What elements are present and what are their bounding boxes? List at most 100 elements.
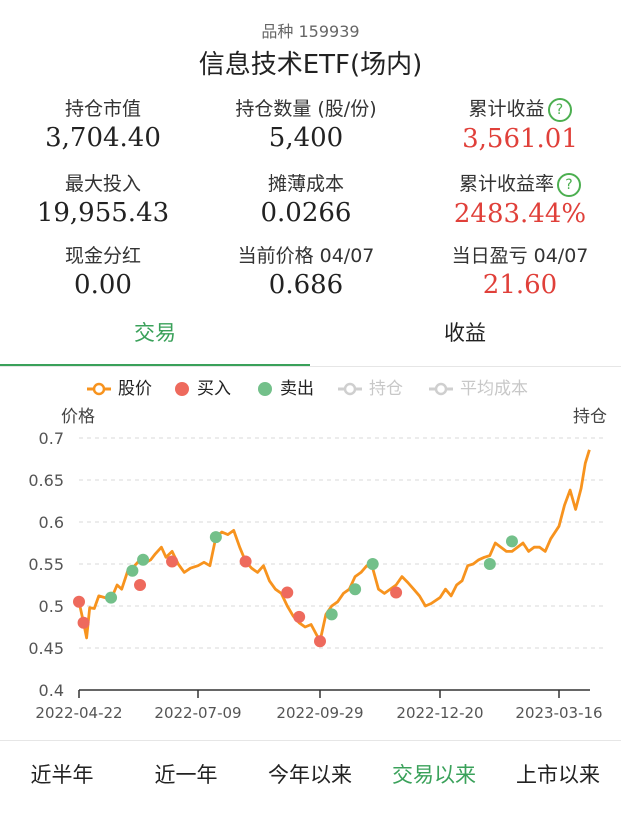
stat-value: 5,400 [268, 123, 344, 153]
range-since-trade[interactable]: 交易以来 [392, 763, 476, 787]
stat-label-text: 持仓数量 (股/份) [235, 98, 377, 120]
buy-point [293, 610, 306, 623]
legend-label: 股价 [118, 379, 152, 399]
stat-label-text: 最大投入 [64, 173, 141, 195]
legend-sell[interactable]: 卖出 [256, 375, 314, 403]
buy-point [166, 555, 179, 568]
stat-label: 累计收益率? [420, 169, 620, 197]
stat-value: 3,704.40 [45, 123, 161, 153]
legend-line-icon [87, 382, 111, 396]
stat-label-text: 摊薄成本 [267, 173, 344, 195]
y2-axis-label: 持仓 [573, 407, 607, 427]
sell-point [137, 553, 150, 566]
legend-label: 平均成本 [460, 379, 528, 399]
range-half-year[interactable]: 近半年 [30, 763, 94, 787]
legend-label: 买入 [197, 379, 231, 399]
range-ytd[interactable]: 今年以来 [268, 763, 352, 787]
y-tick-label: 0.4 [39, 681, 64, 700]
stat-label: 当前价格 04/07 [206, 241, 406, 268]
stat-total-profit: 累计收益? 3,561.01 [420, 94, 620, 154]
legend-price[interactable]: 股价 [86, 375, 152, 403]
price-chart: 0.7 0.65 0.6 0.55 0.5 0.45 0.4 价格 持仓 2022-04-22 20… [28, 407, 607, 722]
price-line [77, 449, 591, 643]
stat-total-return-rate: 累计收益率? 2483.44% [420, 169, 620, 229]
stat-daily-pnl: 当日盈亏 04/07 21.60 [420, 241, 620, 300]
sell-point [349, 583, 362, 596]
stat-position-quantity: 持仓数量 (股/份) 5,400 [206, 94, 406, 153]
chart-legend: 股价 买入 卖出 持仓 平均成本 [0, 375, 621, 403]
stat-value: 2483.44% [453, 198, 587, 229]
tab-divider [0, 366, 621, 367]
fund-name: 信息技术ETF(场内) [198, 50, 423, 80]
stat-label-text: 当日盈亏 04/07 [451, 245, 589, 267]
sell-point [209, 531, 222, 544]
fund-code: 品种 159939 [261, 22, 360, 41]
sell-point [325, 608, 338, 621]
y-tick-label: 0.45 [28, 639, 64, 658]
stat-position-value: 持仓市值 3,704.40 [3, 94, 203, 153]
stat-value: 3,561.01 [462, 123, 578, 154]
legend-buy[interactable]: 买入 [173, 375, 231, 403]
help-icon[interactable]: ? [547, 97, 572, 122]
sell-point [505, 535, 518, 548]
stat-label: 现金分红 [3, 241, 203, 268]
stat-value: 19,955.43 [36, 198, 170, 228]
stat-label: 摊薄成本 [206, 169, 406, 196]
stat-label-text: 现金分红 [64, 245, 141, 267]
tab-trade[interactable]: 交易 [134, 321, 176, 345]
stat-value: 0.686 [268, 270, 344, 300]
x-tick-label: 2022-09-29 [276, 704, 363, 722]
stat-label: 最大投入 [3, 169, 203, 196]
tab-earnings[interactable]: 收益 [444, 321, 486, 345]
buy-point [281, 586, 294, 599]
sell-point [366, 558, 379, 570]
stat-value: 0.00 [74, 270, 132, 300]
stat-value: 0.0266 [260, 198, 352, 228]
legend-avg-cost[interactable]: 平均成本 [428, 375, 528, 403]
legend-line-icon [429, 382, 453, 396]
tab-bar: 交易 收益 [0, 312, 621, 367]
y-tick-label: 0.5 [39, 597, 64, 616]
stat-max-investment: 最大投入 19,955.43 [3, 169, 203, 228]
buy-point [77, 616, 90, 629]
stat-label: 持仓市值 [3, 94, 203, 121]
stat-label-text: 当前价格 04/07 [237, 245, 375, 267]
stat-label: 持仓数量 (股/份) [206, 94, 406, 121]
stat-diluted-cost: 摊薄成本 0.0266 [206, 169, 406, 228]
buy-point [239, 555, 252, 568]
stat-label-text: 持仓市值 [64, 98, 141, 120]
sell-point [105, 591, 118, 604]
x-tick-label: 2022-07-09 [154, 704, 241, 722]
stat-label-text: 累计收益 [468, 98, 545, 120]
buy-point [314, 635, 326, 648]
legend-label: 卖出 [280, 379, 314, 399]
legend-label: 持仓 [369, 379, 403, 399]
legend-holding[interactable]: 持仓 [337, 375, 403, 403]
stat-label-text: 累计收益率 [458, 173, 554, 195]
stat-cash-dividend: 现金分红 0.00 [3, 241, 203, 300]
buy-point [73, 595, 85, 608]
y-tick-label: 0.7 [39, 429, 64, 448]
x-tick-label: 2022-04-22 [35, 704, 122, 722]
legend-dot-icon [175, 382, 189, 396]
range-selector: 近半年 近一年 今年以来 交易以来 上市以来 [0, 740, 621, 815]
sell-point [126, 564, 139, 577]
buy-point [134, 579, 147, 591]
stat-current-price: 当前价格 04/07 0.686 [206, 241, 406, 300]
stat-value: 21.60 [482, 270, 558, 300]
help-icon[interactable]: ? [557, 172, 581, 197]
y-tick-label: 0.65 [28, 471, 64, 490]
legend-line-icon [338, 382, 362, 396]
stat-label: 当日盈亏 04/07 [420, 241, 620, 268]
legend-dot-icon [258, 382, 272, 396]
stat-label: 累计收益? [420, 94, 620, 122]
range-since-listing[interactable]: 上市以来 [516, 763, 600, 787]
x-tick-label: 2023-03-16 [515, 704, 602, 722]
x-tick-label: 2022-12-20 [396, 704, 483, 722]
active-tab-indicator [0, 364, 310, 366]
buy-point [390, 586, 403, 599]
y-tick-label: 0.55 [28, 555, 64, 574]
sell-point [483, 558, 496, 570]
y-axis-label: 价格 [61, 407, 95, 427]
range-one-year[interactable]: 近一年 [154, 763, 218, 787]
